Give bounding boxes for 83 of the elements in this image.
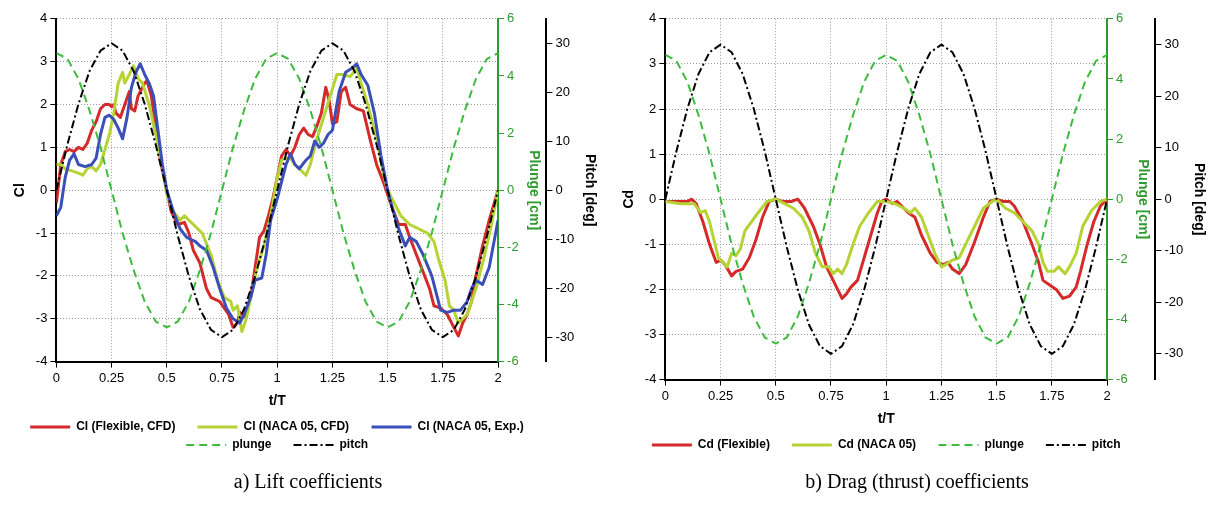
x-tick-label: 0.5 [157,369,176,385]
y-tick-label: 4 [40,10,48,26]
y-tick-label: -2 [35,267,48,283]
y-tick-label: -4 [35,353,48,369]
y3-tick-label: 20 [1164,87,1179,103]
y-tick-label: 2 [649,100,657,116]
y3-tick-label: -20 [1164,293,1184,309]
y2-tick-label: 2 [507,124,515,140]
y2-tick-label: 4 [507,67,515,83]
y3-tick-label: -20 [555,279,575,295]
y3-axis-title: Pitch [deg] [1191,163,1208,236]
y2-axis-title: Plunge [cm] [1136,159,1153,240]
y2-tick-label: 0 [1116,190,1124,206]
y3-tick-label: -30 [555,328,575,344]
x-tick-label: 1 [882,387,890,403]
x-tick-label: 1.25 [928,387,955,403]
y2-tick-label: -2 [1116,250,1128,266]
x-tick-label: 0.5 [766,387,785,403]
y3-tick-label: 10 [555,132,570,148]
y2-tick-label: 4 [1116,70,1124,86]
y2-tick-label: 6 [507,10,515,26]
y3-tick-label: 10 [1164,139,1179,155]
y-tick-label: 0 [40,181,48,197]
text: a) Lift coefficients [232,470,384,493]
x-tick-label: 0 [52,369,60,385]
y-tick-label: -1 [35,224,48,240]
y2-tick-label: 2 [1116,130,1124,146]
y-tick-label: -4 [644,371,657,387]
y3-tick-label: -30 [1164,345,1184,361]
y-tick-label: 1 [40,138,48,154]
y3-tick-label: -10 [555,230,575,246]
y3-tick-label: 30 [555,34,570,50]
y-tick-label: -1 [644,235,657,251]
y-tick-label: 3 [649,55,657,71]
y2-tick-label: -2 [507,238,519,254]
y2-tick-label: 0 [507,181,515,197]
legend-label: Cl (Flexible, CFD) [76,419,176,434]
y3-tick-label: 30 [1164,36,1179,52]
legend-label: pitch [1091,437,1121,452]
x-tick-label: 1.75 [430,369,456,385]
y2-tick-label: -4 [1116,311,1128,327]
legend-label: Cd (Flexible) [697,437,770,452]
x-tick-label: 0.25 [98,369,125,385]
y2-tick-label: -6 [507,353,519,369]
x-axis-title: t/T [268,392,287,409]
x-tick-label: 0.25 [707,387,734,403]
y-tick-label: 4 [649,10,657,26]
x-tick-label: 1.5 [378,369,397,385]
y2-tick-label: -4 [507,296,519,312]
legend-label: Cl (NACA 05, Exp.) [417,419,524,434]
legend-label: plunge [232,437,272,452]
y-tick-label: 2 [40,96,48,112]
text: b) Drag (thrust) coefficients [804,470,1030,493]
y-tick-label: -3 [35,310,48,326]
y3-tick-label: 20 [555,83,570,99]
x-tick-label: 1.75 [1039,387,1065,403]
x-tick-label: 2 [1103,387,1111,403]
x-tick-label: 2 [494,369,502,385]
y-axis-title: Cl [11,183,28,198]
y3-tick-label: -10 [1164,242,1184,258]
y-axis-title: Cd [620,189,637,209]
y-tick-label: -2 [644,280,657,296]
y-tick-label: 3 [40,53,48,69]
y2-axis-title: Plunge [cm] [527,150,544,231]
y-tick-label: 0 [649,190,657,206]
x-tick-label: 1.5 [987,387,1006,403]
y-tick-label: 1 [649,145,657,161]
y-tick-label: -3 [644,326,657,342]
y2-tick-label: -6 [1116,371,1128,387]
x-tick-label: 1 [273,369,281,385]
legend-label: pitch [339,437,369,452]
y3-tick-label: 0 [555,181,563,197]
x-tick-label: 1.25 [319,369,346,385]
y2-tick-label: 6 [1116,10,1124,26]
legend-label: plunge [984,437,1025,452]
legend-label: Cl (NACA 05, CFD) [243,419,350,434]
y3-axis-title: Pitch [deg] [582,154,599,227]
legend-label: Cd (NACA 05) [837,437,917,452]
x-tick-label: 0.75 [818,387,844,403]
x-axis-title: t/T [877,410,896,427]
x-tick-label: 0.75 [209,369,235,385]
x-tick-label: 0 [661,387,669,403]
y3-tick-label: 0 [1164,190,1172,206]
